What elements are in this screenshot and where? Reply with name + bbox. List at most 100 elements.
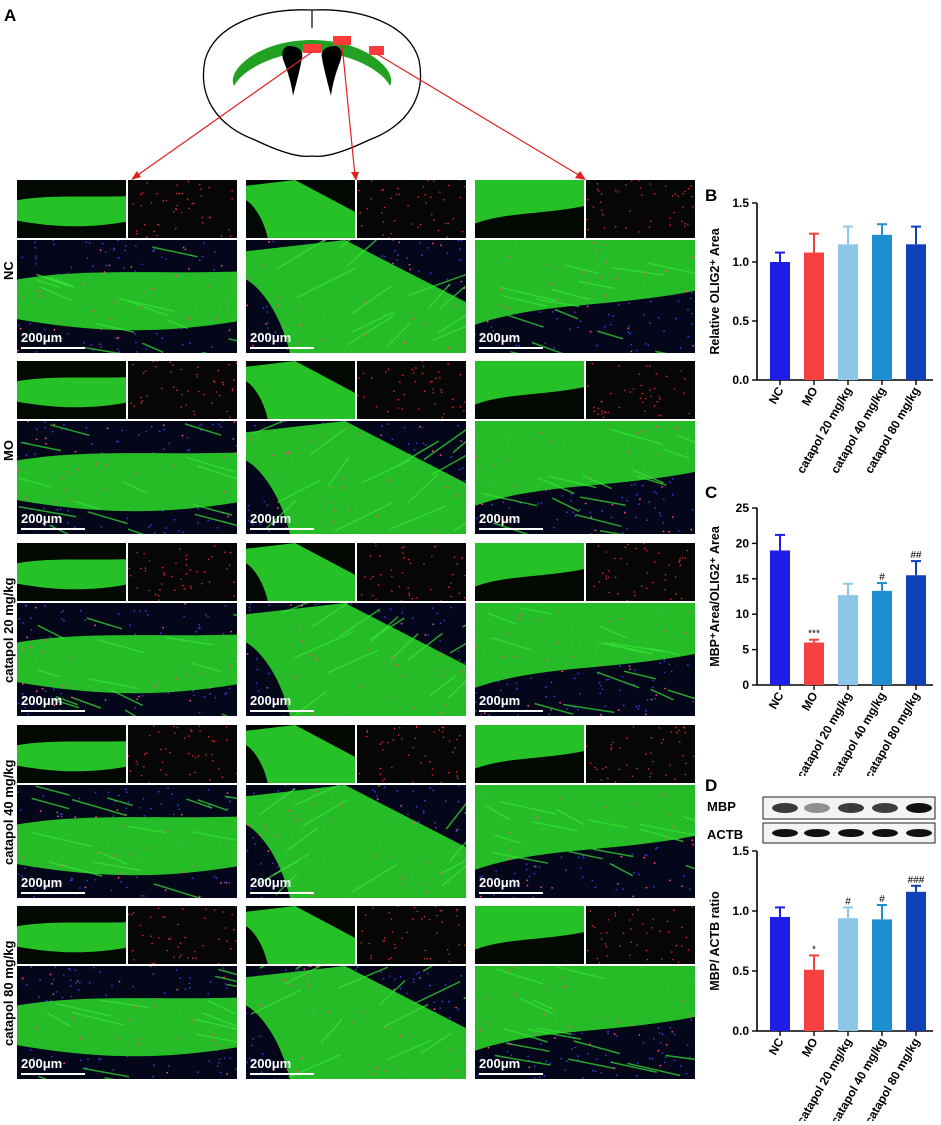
- scale-bar-label: 200μm: [250, 330, 292, 345]
- bar: [872, 590, 892, 685]
- y-tick-label: 0.5: [732, 314, 749, 328]
- y-tick-label: 0.5: [732, 964, 749, 978]
- arrow-line-3: [376, 53, 583, 178]
- y-axis-label: Relative OLIG2⁺ Area: [708, 227, 722, 354]
- y-tick-label: 0.0: [732, 373, 749, 387]
- scale-bar: [250, 892, 314, 894]
- y-tick-label: 0.0: [732, 1024, 749, 1038]
- bar: [872, 919, 892, 1031]
- inset-divider: [126, 725, 128, 783]
- inset-divider: [246, 783, 466, 785]
- merged-image: [246, 785, 466, 898]
- mbp-inset: [17, 543, 126, 601]
- region-box-1: [303, 44, 321, 53]
- panel-d-label: D: [705, 776, 718, 795]
- merged-image: [17, 603, 237, 716]
- inset-divider: [17, 964, 237, 966]
- arrow-line-2: [341, 43, 356, 177]
- scale-bar: [21, 892, 85, 894]
- scale-bar: [479, 1073, 543, 1075]
- inset-divider: [475, 964, 695, 966]
- merged-image: [246, 240, 466, 353]
- bar: [804, 969, 824, 1031]
- micrograph-cell: 200μm: [475, 361, 695, 534]
- micrograph-cell: 200μm: [246, 906, 466, 1079]
- scale-bar-label: 200μm: [250, 693, 292, 708]
- mbp-inset: [17, 361, 126, 419]
- scale-bar-label: 200μm: [250, 1056, 292, 1071]
- row-label: MO: [1, 440, 16, 461]
- olig2-inset: [128, 180, 237, 238]
- scale-bar-label: 200μm: [479, 875, 521, 890]
- scale-bar-label: 200μm: [21, 875, 63, 890]
- olig2-inset: [586, 180, 695, 238]
- actb-band: [838, 829, 864, 837]
- mbp-inset: [246, 543, 355, 601]
- western-blot: MBP ACTB: [705, 796, 937, 846]
- arrow-head-2: [351, 172, 359, 181]
- panel-c-label: C: [705, 483, 718, 502]
- brain-schematic: [131, 9, 586, 181]
- merged-image: [475, 240, 695, 353]
- bar: [838, 918, 858, 1031]
- y-tick-label: 1.0: [732, 904, 749, 918]
- olig2-inset: [128, 906, 237, 964]
- inset-divider: [475, 783, 695, 785]
- scale-bar-label: 200μm: [479, 330, 521, 345]
- inset-divider: [126, 180, 128, 238]
- panel-b-label: B: [705, 186, 718, 205]
- inset-divider: [17, 601, 237, 603]
- merged-image: [17, 421, 237, 534]
- scale-bar-label: 200μm: [250, 875, 292, 890]
- x-tick-label: MO: [799, 1036, 821, 1060]
- mbp-inset: [17, 725, 126, 783]
- row-label: catapol 40 mg/kg: [1, 759, 16, 865]
- blot-label-mbp: MBP: [707, 799, 736, 814]
- scale-bar-label: 200μm: [479, 1056, 521, 1071]
- x-tick-label: MO: [799, 690, 821, 714]
- olig2-inset: [586, 906, 695, 964]
- bar: [770, 262, 790, 380]
- significance-label: #: [879, 894, 885, 905]
- scale-bar: [479, 528, 543, 530]
- mbp-inset: [246, 361, 355, 419]
- panel-a-label: A: [4, 6, 17, 25]
- scale-bar: [21, 347, 85, 349]
- x-tick-label: NC: [766, 1035, 787, 1057]
- inset-divider: [246, 964, 466, 966]
- y-tick-label: 15: [736, 572, 750, 586]
- inset-divider: [355, 906, 357, 964]
- y-axis-label: MBP/ ACTB ratio: [708, 891, 722, 991]
- brain-outline: [202, 9, 422, 158]
- inset-divider: [475, 601, 695, 603]
- micrograph-cell: 200μm: [17, 180, 237, 353]
- actb-band: [872, 829, 898, 837]
- mbp-band: [772, 803, 798, 813]
- scale-bar-label: 200μm: [21, 693, 63, 708]
- significance-label: ##: [910, 550, 922, 561]
- merged-image: [17, 240, 237, 353]
- merged-image: [475, 785, 695, 898]
- mbp-inset: [246, 906, 355, 964]
- olig2-inset: [357, 361, 466, 419]
- region-box-3: [369, 46, 384, 55]
- micrograph-cell: 200μm: [17, 361, 237, 534]
- scale-bar: [250, 528, 314, 530]
- inset-divider: [126, 906, 128, 964]
- olig2-inset: [586, 361, 695, 419]
- merged-image: [246, 603, 466, 716]
- mbp-band: [804, 803, 830, 813]
- olig2-inset: [128, 361, 237, 419]
- olig2-inset: [357, 725, 466, 783]
- bar: [906, 244, 926, 380]
- scale-bar: [250, 710, 314, 712]
- micrograph-cell: 200μm: [246, 361, 466, 534]
- inset-divider: [246, 419, 466, 421]
- bar: [906, 891, 926, 1031]
- inset-divider: [584, 906, 586, 964]
- merged-image: [246, 966, 466, 1079]
- olig2-inset: [586, 543, 695, 601]
- mbp-band: [906, 803, 932, 813]
- inset-divider: [126, 543, 128, 601]
